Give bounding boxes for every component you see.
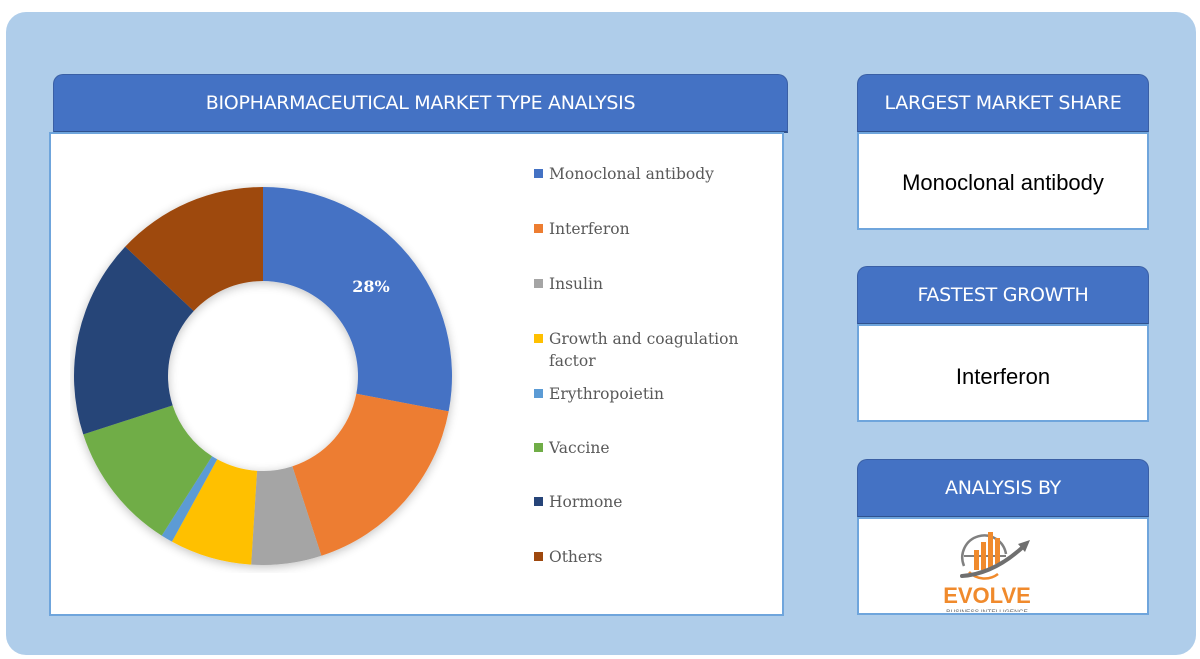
largest-market-share-body: Monoclonal antibody	[857, 132, 1149, 230]
donut-slice-interferon	[292, 393, 449, 556]
analysis-by-body: EVOLVE BUSINESS INTELLIGENCE	[857, 517, 1149, 615]
legend-item-others: Others	[534, 546, 759, 568]
legend-item-monoclonal-antibody: Monoclonal antibody	[534, 163, 759, 185]
donut-chart: 28%	[74, 187, 452, 565]
evolve-logo: EVOLVE BUSINESS INTELLIGENCE	[943, 532, 1031, 612]
legend-item-erythropoietin: Erythropoietin	[534, 383, 759, 405]
monoclonal-antibody-data-label: 28%	[352, 277, 389, 296]
donut-slice-erythropoietin	[161, 456, 218, 542]
chart-title: BIOPHARMACEUTICAL MARKET TYPE ANALYSIS	[205, 92, 636, 114]
legend-item-insulin: Insulin	[534, 273, 759, 295]
legend-item-hormone: Hormone	[534, 491, 759, 513]
legend-swatch	[534, 279, 543, 288]
legend-swatch	[534, 497, 543, 506]
legend-swatch	[534, 224, 543, 233]
donut-slices	[74, 187, 452, 565]
donut-slice-hormone	[74, 246, 194, 435]
donut-slice-growth-and-coagulation-factor	[171, 459, 258, 565]
fastest-growth-header: FASTEST GROWTH	[857, 266, 1149, 325]
chart-panel-header: BIOPHARMACEUTICAL MARKET TYPE ANALYSIS	[53, 74, 788, 133]
donut-slice-vaccine	[83, 405, 213, 536]
logo-name: EVOLVE	[943, 583, 1031, 608]
fastest-growth-body: Interferon	[857, 324, 1149, 422]
legend-swatch	[534, 552, 543, 561]
donut-slice-insulin	[251, 466, 322, 565]
largest-market-share-title: LARGEST MARKET SHARE	[884, 92, 1122, 114]
legend-swatch	[534, 334, 543, 343]
legend-swatch	[534, 443, 543, 452]
legend-item-vaccine: Vaccine	[534, 437, 759, 459]
analysis-by-title: ANALYSIS BY	[945, 477, 1061, 499]
fastest-growth-value: Interferon	[955, 364, 1051, 389]
largest-market-share-header: LARGEST MARKET SHARE	[857, 74, 1149, 133]
analysis-by-header: ANALYSIS BY	[857, 459, 1149, 518]
legend-swatch	[534, 169, 543, 178]
legend-item-growth-and-coagulation-factor: Growth and coagulation factor	[534, 328, 749, 372]
legend-swatch	[534, 389, 543, 398]
chart-growth-icon	[960, 532, 1030, 580]
fastest-growth-title: FASTEST GROWTH	[917, 284, 1089, 306]
logo-tagline: BUSINESS INTELLIGENCE	[946, 609, 1028, 612]
donut-slice-others	[125, 187, 263, 311]
largest-market-share-value: Monoclonal antibody	[902, 170, 1104, 195]
legend-item-interferon: Interferon	[534, 218, 759, 240]
donut-slice-monoclonal-antibody	[263, 187, 452, 412]
